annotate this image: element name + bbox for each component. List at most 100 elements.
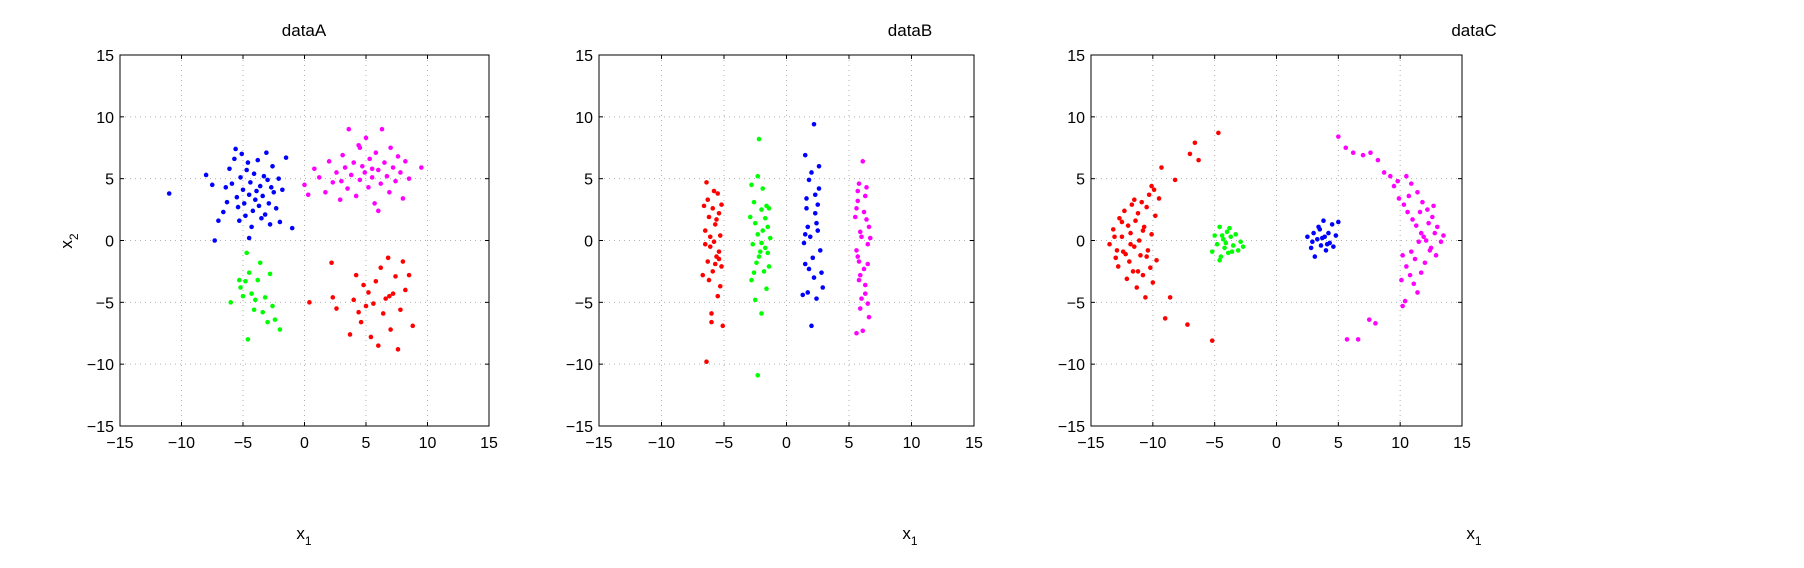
data-point [238, 285, 243, 290]
data-point [334, 170, 339, 175]
data-point [234, 194, 240, 200]
y-tick-label: −10 [566, 357, 593, 374]
data-point [750, 241, 756, 247]
data-point [1119, 234, 1125, 240]
data-point [366, 290, 371, 295]
data-point [289, 225, 295, 231]
data-point [383, 296, 388, 301]
data-point [277, 327, 283, 332]
data-point [393, 178, 398, 184]
data-point [378, 181, 384, 186]
data-point [357, 145, 363, 151]
data-point [1162, 316, 1168, 321]
data-point [809, 323, 814, 329]
data-point [817, 248, 823, 253]
data-point [1127, 259, 1132, 264]
x-tick-label: 10 [903, 435, 921, 452]
data-point [1408, 249, 1414, 254]
x-axis-label-main: x [902, 524, 911, 543]
data-point [232, 156, 237, 162]
data-point [860, 328, 866, 334]
x-tick-label: 5 [1334, 435, 1343, 452]
data-point [802, 232, 808, 237]
y-tick-label: 15 [96, 48, 114, 65]
series-1 [1209, 224, 1246, 263]
data-point [1329, 222, 1335, 227]
data-point [1336, 219, 1341, 225]
y-axis-label-subscript: 2 [67, 233, 81, 240]
data-point [223, 185, 229, 190]
data-point [1238, 239, 1243, 245]
data-point [237, 218, 242, 224]
y-tick-label: −15 [1058, 419, 1085, 436]
data-point [716, 256, 722, 262]
data-point [860, 159, 866, 164]
data-point [1401, 202, 1407, 207]
data-point [1373, 321, 1378, 326]
data-point [814, 220, 819, 226]
data-point [766, 206, 772, 211]
data-point [369, 166, 375, 172]
data-point [267, 222, 273, 227]
data-point [1410, 217, 1415, 222]
data-point [238, 175, 243, 180]
data-point [1438, 239, 1444, 245]
x-axis-label-main: x [296, 524, 305, 543]
data-point [1432, 230, 1438, 236]
plot-area [119, 54, 490, 427]
data-point [1311, 230, 1316, 236]
data-point [384, 173, 390, 179]
data-point [1212, 233, 1217, 238]
data-point [1228, 234, 1234, 240]
data-point [330, 180, 336, 185]
y-tick-label: 5 [105, 172, 114, 189]
data-point [1125, 223, 1131, 228]
data-point [816, 164, 822, 169]
x-tick-label: −5 [1206, 435, 1224, 452]
x-tick-label: −10 [1139, 435, 1166, 452]
data-point [1139, 199, 1145, 205]
data-point [268, 185, 274, 190]
data-point [1134, 285, 1140, 290]
data-point [864, 185, 869, 190]
x-tick-label: −10 [168, 435, 195, 452]
data-point [1315, 236, 1320, 242]
data-point [804, 196, 809, 201]
data-point [712, 222, 718, 227]
data-point [812, 210, 818, 216]
data-point [257, 260, 263, 266]
data-point [1402, 298, 1408, 304]
data-point [255, 277, 261, 283]
data-point [334, 306, 339, 311]
data-point [400, 196, 406, 201]
data-point [1399, 277, 1404, 283]
x-tick-label: 10 [419, 435, 437, 452]
data-point [762, 245, 768, 251]
data-point [765, 250, 771, 256]
data-point [707, 244, 713, 249]
data-point [390, 291, 396, 296]
data-point [1154, 257, 1159, 263]
data-point [715, 293, 721, 299]
series-2 [228, 250, 283, 342]
data-point [1128, 241, 1133, 247]
y-tick-label: 10 [1067, 110, 1085, 127]
data-point [1135, 210, 1141, 216]
x-tick-label: −10 [648, 435, 675, 452]
data-point [398, 170, 403, 175]
data-point [1323, 248, 1329, 253]
data-point [1350, 150, 1356, 155]
data-point [1224, 229, 1230, 235]
y-axis-label-main: x [57, 240, 76, 249]
data-point [280, 187, 285, 193]
data-point [419, 165, 424, 170]
data-point [1146, 192, 1152, 198]
data-point [1427, 248, 1433, 253]
y-tick-label: 5 [1076, 172, 1085, 189]
data-point [395, 154, 401, 159]
data-point [229, 181, 235, 186]
x-tick-label: 15 [1453, 435, 1471, 452]
data-point [1131, 244, 1137, 249]
data-point [1433, 253, 1439, 258]
